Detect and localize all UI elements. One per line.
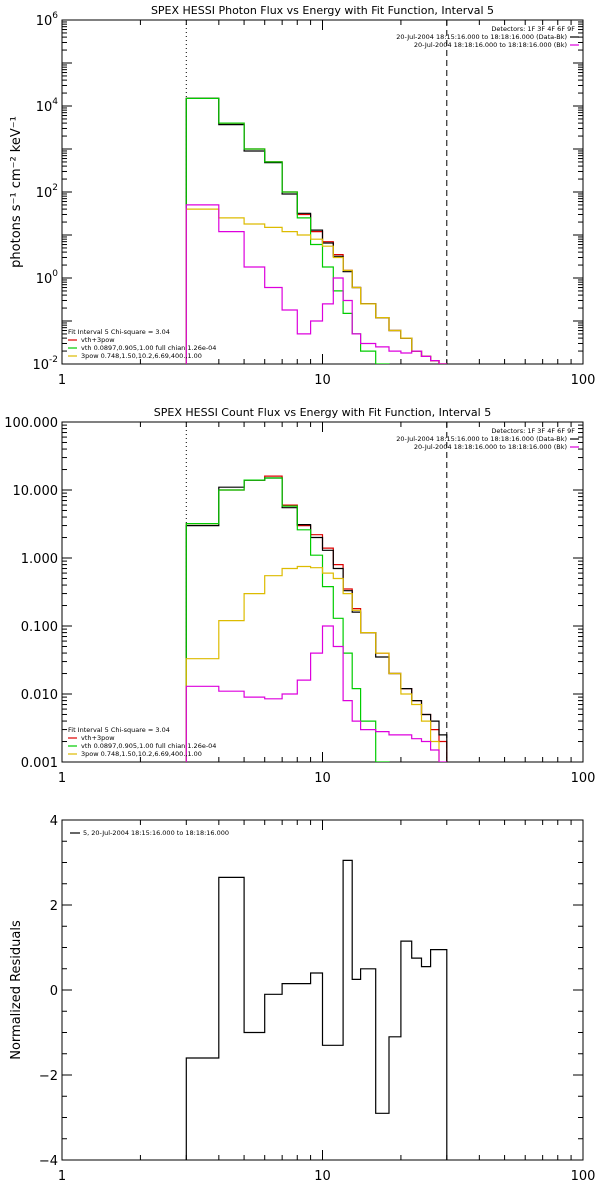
y-tick-base: 0 bbox=[50, 984, 58, 999]
y-tick-base: 0.001 bbox=[21, 756, 58, 771]
chart-3: 1 10 100 −4 −2 0 2 4 Normalized Residuals 5, 20-J… bbox=[9, 814, 595, 1184]
series-line-vth bbox=[185, 97, 448, 364]
legend-text: 20-Jul-2004 18:15:16.000 to 18:18:16.000… bbox=[396, 435, 567, 443]
series-line-3pow bbox=[185, 208, 447, 364]
series-line-5-20-jul-2004-18-15-16-000-to-18-18-16-000 bbox=[185, 859, 448, 1160]
y-tick-label: 0.100 bbox=[21, 620, 58, 635]
y-tick-exponent: 0 bbox=[52, 269, 58, 279]
y-tick-label: 0.010 bbox=[21, 688, 58, 703]
y-tick-base: 10 bbox=[36, 14, 53, 29]
series-line-3pow bbox=[185, 565, 448, 762]
y-tick-base: 10.000 bbox=[13, 484, 59, 499]
y-tick-exponent: -2 bbox=[49, 355, 58, 365]
legend-text: Detectors: 1F 3F 4F 6F 9F bbox=[491, 25, 575, 33]
legend-text: Fit Interval 5 Chi-square = 3.04 bbox=[68, 726, 170, 734]
series-line-bk bbox=[185, 625, 447, 762]
legend-text: vth+3pow bbox=[81, 734, 115, 742]
series-line-vth-3pow bbox=[185, 475, 448, 762]
y-tick-label: 100 bbox=[36, 269, 59, 287]
x-tick-label: 1 bbox=[58, 1169, 66, 1184]
legend-text: 20-Jul-2004 18:18:16.000 to 18:18:16.000… bbox=[414, 41, 567, 49]
y-tick-base: −4 bbox=[39, 1154, 58, 1169]
chart-title: SPEX HESSI Count Flux vs Energy with Fit… bbox=[154, 406, 491, 419]
legend-text: Fit Interval 5 Chi-square = 3.04 bbox=[68, 328, 170, 336]
y-tick-label: 106 bbox=[36, 11, 59, 29]
series-group bbox=[185, 859, 448, 1160]
legend-text: 5, 20-Jul-2004 18:15:16.000 to 18:18:16.… bbox=[83, 829, 229, 837]
series-group bbox=[185, 475, 448, 762]
series-line-vth bbox=[185, 477, 448, 762]
y-tick-base: −2 bbox=[39, 1069, 58, 1084]
legend-text: vth 0.0897,0.905,1.00 full chian 1.26e-0… bbox=[81, 344, 216, 352]
y-tick-base: 2 bbox=[50, 899, 58, 914]
y-tick-base: 10 bbox=[36, 186, 53, 201]
y-tick-label: 10.000 bbox=[13, 484, 59, 499]
y-tick-exponent: 2 bbox=[52, 183, 58, 193]
y-axis-label: Normalized Residuals bbox=[9, 920, 24, 1060]
y-tick-label: 102 bbox=[36, 183, 58, 201]
x-tick-label: 10 bbox=[314, 1169, 331, 1184]
y-tick-label: 0.001 bbox=[21, 756, 58, 771]
x-tick-label: 10 bbox=[314, 771, 331, 786]
y-tick-label: 0 bbox=[50, 984, 58, 999]
legend-text: 3pow 0.748,1.50,10.2,6.69,400.,1.00 bbox=[81, 750, 202, 758]
y-axis-label: photons s⁻¹ cm⁻² keV⁻¹ bbox=[9, 116, 24, 268]
y-tick-base: 0.100 bbox=[21, 620, 58, 635]
x-tick-label: 10 bbox=[314, 373, 331, 388]
x-tick-label: 1 bbox=[58, 373, 66, 388]
x-tick-label: 100 bbox=[571, 771, 596, 786]
x-tick-label: 100 bbox=[571, 1169, 596, 1184]
y-tick-label: −2 bbox=[39, 1069, 58, 1084]
y-tick-base: 10 bbox=[36, 272, 53, 287]
y-tick-label: 4 bbox=[50, 814, 58, 829]
y-tick-base: 1.000 bbox=[21, 552, 58, 567]
legend-text: vth 0.0897,0.905,1.00 full chian 1.26e-0… bbox=[81, 742, 216, 750]
y-tick-exponent: 4 bbox=[52, 97, 58, 107]
y-tick-exponent: 6 bbox=[52, 11, 58, 21]
legend-text: 20-Jul-2004 18:18:16.000 to 18:18:16.000… bbox=[414, 443, 567, 451]
plot-frame bbox=[61, 421, 584, 763]
series-group bbox=[185, 97, 448, 364]
chart-1: SPEX HESSI Photon Flux vs Energy with Fi… bbox=[9, 4, 595, 388]
legend-text: vth+3pow bbox=[81, 336, 115, 344]
y-tick-base: 4 bbox=[50, 814, 58, 829]
y-tick-base: 10 bbox=[36, 100, 53, 115]
y-tick-label: 100.000 bbox=[4, 416, 58, 431]
series-line-bk bbox=[185, 204, 447, 364]
y-tick-label: 104 bbox=[36, 97, 59, 115]
y-tick-base: 10 bbox=[32, 358, 49, 373]
y-tick-label: −4 bbox=[39, 1154, 58, 1169]
legend-text: 20-Jul-2004 18:15:16.000 to 18:18:16.000… bbox=[396, 33, 567, 41]
y-tick-base: 0.010 bbox=[21, 688, 58, 703]
y-tick-label: 2 bbox=[50, 899, 58, 914]
chart-2: SPEX HESSI Count Flux vs Energy with Fit… bbox=[4, 406, 596, 786]
y-tick-label: 10-2 bbox=[32, 355, 58, 373]
chart-title: SPEX HESSI Photon Flux vs Energy with Fi… bbox=[151, 4, 494, 17]
x-tick-label: 100 bbox=[571, 373, 596, 388]
legend-text: 3pow 0.748,1.50,10.2,6.69,400.,1.00 bbox=[81, 352, 202, 360]
y-tick-label: 1.000 bbox=[21, 552, 58, 567]
x-tick-label: 1 bbox=[58, 771, 66, 786]
y-tick-base: 100.000 bbox=[4, 416, 58, 431]
legend-text: Detectors: 1F 3F 4F 6F 9F bbox=[491, 427, 575, 435]
